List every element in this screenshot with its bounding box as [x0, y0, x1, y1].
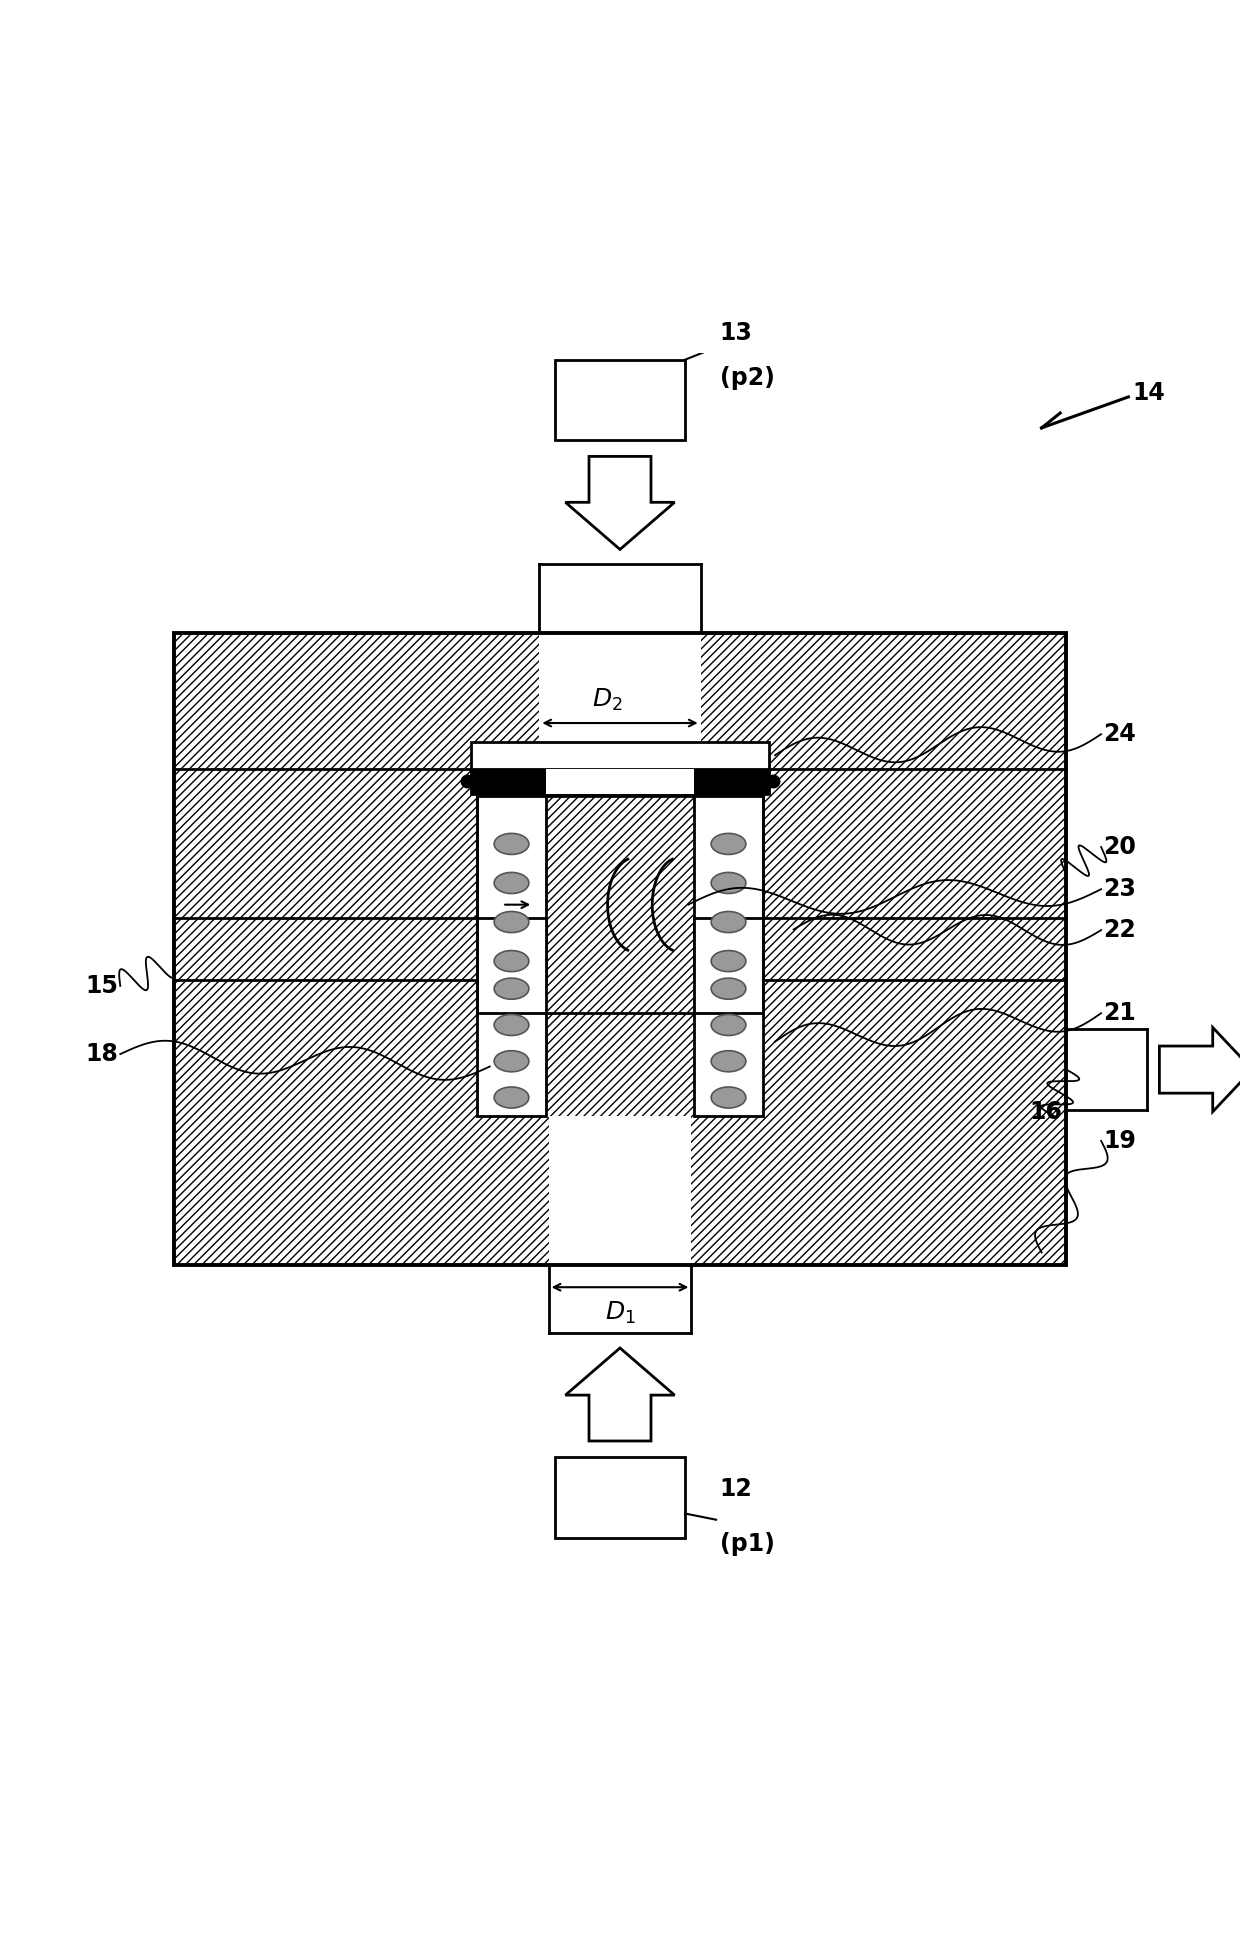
Bar [546, 796, 694, 1012]
Text: 21: 21 [1104, 1001, 1136, 1026]
Bar [477, 917, 546, 1116]
Text: 19: 19 [1104, 1129, 1137, 1153]
Bar [549, 1116, 692, 1334]
Text: 23: 23 [1104, 878, 1137, 901]
Text: 18: 18 [84, 1042, 118, 1067]
Bar [477, 769, 546, 979]
FancyArrow shape [565, 1347, 675, 1441]
Bar [1066, 1030, 1159, 1110]
Text: (p1): (p1) [719, 1532, 775, 1556]
Ellipse shape [711, 911, 745, 933]
Bar [174, 917, 477, 979]
Ellipse shape [494, 1014, 529, 1036]
Ellipse shape [711, 1051, 745, 1071]
Bar [763, 917, 1066, 1110]
Text: 13: 13 [719, 321, 753, 345]
Bar [174, 633, 1066, 1266]
Bar [174, 794, 477, 917]
Text: $D_2$: $D_2$ [593, 687, 622, 713]
Ellipse shape [494, 1051, 529, 1071]
Ellipse shape [711, 950, 745, 972]
Bar [539, 565, 701, 633]
FancyArrow shape [565, 456, 675, 549]
Text: 14: 14 [1132, 382, 1164, 405]
Text: 22: 22 [1104, 919, 1136, 942]
Bar [701, 633, 1066, 742]
Bar [471, 769, 769, 794]
Text: $D_1$: $D_1$ [605, 1299, 635, 1326]
Bar [174, 633, 539, 742]
Text: 24: 24 [1104, 722, 1136, 746]
Ellipse shape [494, 872, 529, 894]
Bar [556, 1456, 684, 1538]
Ellipse shape [494, 833, 529, 855]
Bar [549, 1266, 692, 1334]
Bar [546, 769, 694, 794]
Text: 15: 15 [84, 974, 118, 999]
Text: 16: 16 [1029, 1100, 1063, 1123]
Ellipse shape [494, 950, 529, 972]
Bar [477, 796, 763, 1012]
Ellipse shape [494, 977, 529, 999]
Bar [556, 360, 684, 440]
Ellipse shape [711, 977, 745, 999]
Bar [763, 794, 1066, 917]
Bar [539, 565, 701, 742]
Bar [471, 742, 769, 769]
Ellipse shape [494, 911, 529, 933]
Ellipse shape [711, 1014, 745, 1036]
Bar [763, 917, 1066, 979]
Ellipse shape [711, 872, 745, 894]
Text: (p2): (p2) [719, 366, 775, 389]
Bar [174, 633, 1066, 1266]
Ellipse shape [494, 1086, 529, 1108]
Bar [546, 796, 694, 1012]
Text: 20: 20 [1104, 835, 1137, 859]
Text: 12: 12 [719, 1478, 753, 1501]
Bar [174, 1116, 549, 1266]
Bar [694, 917, 763, 1116]
Ellipse shape [711, 1086, 745, 1108]
Bar [763, 979, 1066, 1030]
Bar [694, 769, 763, 979]
FancyArrow shape [1159, 1028, 1240, 1112]
Bar [692, 1116, 1066, 1266]
Ellipse shape [711, 833, 745, 855]
